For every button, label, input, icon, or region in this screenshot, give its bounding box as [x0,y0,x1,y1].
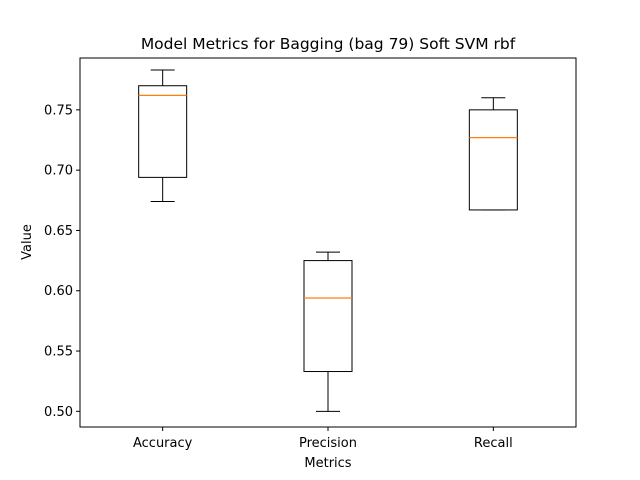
x-tick-label: Precision [299,436,357,451]
box-recall-iqr-box [468,109,518,211]
x-tick-label: Recall [474,436,513,451]
box-precision-iqr-box [303,260,353,373]
plot-marks: 0.50 0.55 0.60 0.65 0.70 0.75 Accuracy Precisio… [44,69,518,451]
y-tick-label: 0.65 [44,224,73,239]
y-tick-label: 0.60 [44,284,73,299]
y-tick-label: 0.75 [44,103,73,118]
plot-area-frame [79,57,577,428]
y-tick-label: 0.55 [44,345,73,360]
y-axis-label: Value [20,224,35,260]
x-tick-label: Accuracy [133,436,193,451]
y-tick-label: 0.70 [44,164,73,179]
chart-title: Model Metrics for Bagging (bag 79) Soft … [141,35,516,53]
x-axis-label: Metrics [304,456,351,471]
y-tick-label: 0.50 [44,405,73,420]
box-accuracy-iqr-box [138,85,188,178]
